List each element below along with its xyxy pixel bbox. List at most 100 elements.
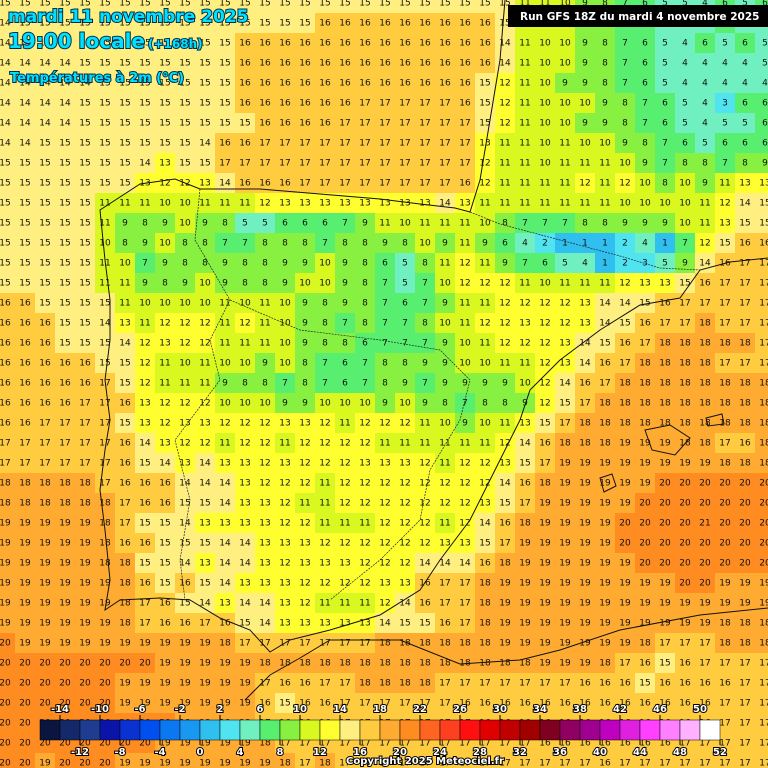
temperature-value: 14	[199, 139, 211, 149]
temperature-value: 17	[559, 759, 570, 768]
temperature-cell	[495, 33, 515, 53]
temperature-cell	[195, 73, 215, 93]
temperature-cell	[215, 53, 235, 73]
temperature-cell	[575, 73, 595, 93]
temperature-value: 16	[219, 619, 231, 629]
temperature-value: 11	[499, 359, 510, 369]
temperature-value: 19	[559, 579, 571, 589]
temperature-value: 20	[39, 679, 51, 689]
temperature-value: 15	[599, 339, 610, 349]
legend-swatch	[239, 719, 261, 741]
temperature-value: 18	[419, 639, 431, 649]
temperature-value: 11	[519, 79, 530, 89]
temperature-value: 13	[239, 499, 250, 509]
temperature-cell	[515, 153, 535, 173]
temperature-cell	[0, 153, 15, 173]
temperature-value: 11	[339, 599, 350, 609]
temperature-value: 12	[399, 519, 410, 529]
temperature-value: 13	[199, 179, 210, 189]
temperature-value: 19	[599, 639, 611, 649]
temperature-value: 18	[759, 419, 768, 429]
temperature-value: 10	[239, 359, 251, 369]
temperature-value: 6	[682, 139, 688, 149]
temperature-value: 20	[679, 539, 691, 549]
temperature-value: 20	[759, 479, 768, 489]
temperature-value: 18	[379, 679, 391, 689]
temperature-value: 17	[299, 139, 310, 149]
temperature-cell	[375, 133, 395, 153]
temperature-value: 19	[579, 599, 591, 609]
temperature-value: 14	[259, 619, 271, 629]
temperature-value: 17	[339, 139, 350, 149]
temperature-value: 16	[679, 699, 691, 709]
temperature-value: 15	[159, 519, 170, 529]
temperature-value: 12	[159, 179, 170, 189]
temperature-value: 18	[699, 319, 711, 329]
temperature-value: 8	[302, 359, 308, 369]
temperature-value: 10	[359, 399, 371, 409]
temperature-cell	[255, 13, 275, 33]
temperature-value: 16	[439, 59, 451, 69]
temperature-value: 9	[482, 239, 488, 249]
temperature-value: 16	[519, 699, 531, 709]
temperature-value: 17	[339, 179, 350, 189]
temperature-value: 11	[439, 259, 450, 269]
temperature-value: 20	[699, 479, 711, 489]
temperature-value: 18	[739, 379, 751, 389]
temperature-value: 18	[479, 579, 491, 589]
temperature-value: 7	[322, 359, 328, 369]
temperature-value: 6	[362, 339, 368, 349]
temperature-value: 9	[302, 299, 308, 309]
temperature-cell	[435, 193, 455, 213]
temperature-cell	[535, 53, 555, 73]
temperature-value: 12	[499, 439, 510, 449]
temperature-value: 17	[739, 679, 750, 689]
legend-label: 14	[333, 704, 347, 715]
temperature-value: 19	[599, 479, 611, 489]
temperature-value: 15	[19, 159, 30, 169]
temperature-value: 15	[99, 299, 110, 309]
temperature-value: 12	[519, 299, 530, 309]
temperature-value: 16	[639, 699, 651, 709]
legend-label: 32	[513, 747, 527, 758]
temperature-cell	[555, 213, 575, 233]
temperature-value: 7	[642, 119, 648, 129]
temperature-cell	[695, 173, 715, 193]
temperature-value: 18	[439, 659, 451, 669]
temperature-value: 16	[139, 579, 151, 589]
temperature-value: 7	[382, 299, 388, 309]
temperature-cell	[395, 193, 415, 213]
temperature-value: 17	[759, 679, 768, 689]
temperature-cell	[235, 93, 255, 113]
temperature-value: 15	[159, 59, 170, 69]
temperature-cell	[655, 73, 675, 93]
temperature-value: 12	[379, 419, 390, 429]
temperature-value: 19	[59, 619, 71, 629]
temperature-value: 11	[499, 199, 510, 209]
temperature-cell	[695, 93, 715, 113]
temperature-cell	[55, 133, 75, 153]
temperature-value: 10	[279, 359, 291, 369]
temperature-value: 19	[599, 499, 611, 509]
temperature-cell	[35, 0, 55, 13]
temperature-value: 15	[79, 219, 90, 229]
temperature-value: 16	[679, 659, 691, 669]
temperature-value: 16	[159, 599, 171, 609]
temperature-cell	[555, 33, 575, 53]
legend-swatch	[259, 719, 281, 741]
temperature-value: 17	[559, 419, 570, 429]
temperature-value: 13	[119, 319, 130, 329]
temperature-value: 17	[679, 759, 690, 768]
temperature-value: 16	[739, 439, 751, 449]
temperature-value: 12	[539, 359, 550, 369]
temperature-value: 15	[39, 219, 50, 229]
temperature-value: 13	[319, 559, 330, 569]
temperature-cell	[535, 213, 555, 233]
temperature-value: 17	[459, 119, 470, 129]
temperature-cell	[55, 0, 75, 13]
temperature-value: 12	[339, 539, 350, 549]
temperature-value: 19	[599, 619, 611, 629]
temperature-value: 1	[602, 259, 608, 269]
temperature-value: 17	[339, 119, 350, 129]
temperature-value: 7	[422, 339, 428, 349]
